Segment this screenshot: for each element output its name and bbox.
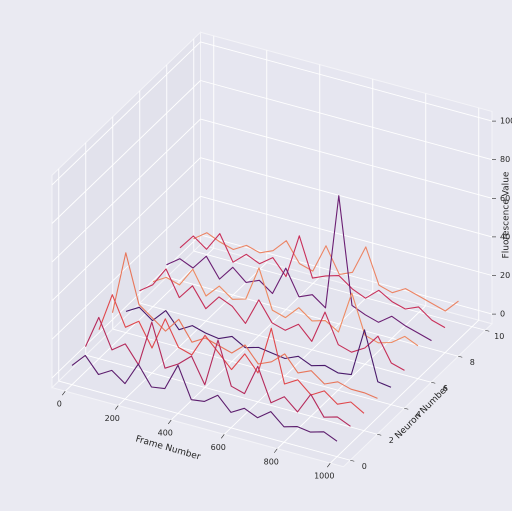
grid-line <box>200 118 493 199</box>
y-tick-label: 6 <box>443 384 448 393</box>
grid-line <box>51 118 201 263</box>
grid-line <box>200 234 493 315</box>
y-tick <box>404 407 409 410</box>
trace-line <box>71 354 338 442</box>
grid-line <box>200 157 493 238</box>
y-tick-label: 4 <box>416 410 421 419</box>
y-tick-label: 0 <box>362 462 367 471</box>
traces <box>71 195 459 442</box>
x-tick <box>168 419 172 425</box>
trace-line <box>111 252 378 399</box>
grid-line <box>58 380 351 461</box>
grid-line <box>276 305 427 450</box>
z-tick-label: 20 <box>500 271 510 280</box>
y-tick <box>431 381 436 384</box>
grid-line <box>51 234 201 379</box>
y-tick <box>377 433 382 436</box>
x-tick-label: 200 <box>105 414 120 423</box>
trace-line <box>84 316 351 427</box>
grid-line <box>117 262 268 406</box>
grid-line <box>200 80 493 161</box>
x-tick <box>274 448 278 453</box>
z-tick-label: 100 <box>500 117 512 126</box>
x-tick <box>327 462 331 468</box>
z-tick-label: 0 <box>500 310 505 319</box>
y-tick <box>458 355 463 358</box>
x-tick-label: 800 <box>264 457 279 466</box>
grid <box>51 35 493 464</box>
grid-line <box>51 195 201 340</box>
grid-line <box>64 247 215 392</box>
grid-line <box>166 276 459 357</box>
x-tick <box>221 434 225 439</box>
trace-line <box>125 306 392 388</box>
y-tick-label: 8 <box>470 358 475 367</box>
panes <box>51 31 493 468</box>
x-tick-label: 600 <box>211 443 226 452</box>
y-tick <box>485 329 490 332</box>
x-tick-label: 1000 <box>314 472 334 481</box>
grid-line <box>139 302 432 383</box>
grid-line <box>200 41 493 122</box>
trace-line <box>139 268 405 371</box>
grid-line <box>170 276 321 421</box>
trace-line <box>98 294 365 414</box>
z-axis-label: Fluorescence Value <box>502 171 512 258</box>
grid-line <box>85 354 378 435</box>
grid-line <box>193 250 486 331</box>
x-tick-label: 400 <box>158 428 173 437</box>
grid-line <box>223 291 374 435</box>
z-tick-label: 40 <box>500 232 510 241</box>
trace-line <box>193 232 459 312</box>
trace-line <box>179 233 446 329</box>
side-pane <box>51 31 201 389</box>
z-tick-label: 60 <box>500 194 510 203</box>
grid-line <box>51 157 201 302</box>
y-tick <box>350 459 355 462</box>
grid-line <box>200 195 493 276</box>
x-tick-label: 0 <box>57 400 62 409</box>
grid-line <box>51 80 201 224</box>
trace-line <box>166 195 432 342</box>
y-tick-label: 10 <box>494 332 504 341</box>
x-tick <box>62 390 66 396</box>
z-tick-label: 80 <box>500 155 510 164</box>
grid-line <box>329 319 480 464</box>
y-tick-label: 2 <box>389 436 394 445</box>
x-tick <box>115 405 119 410</box>
grid-line <box>51 41 201 186</box>
